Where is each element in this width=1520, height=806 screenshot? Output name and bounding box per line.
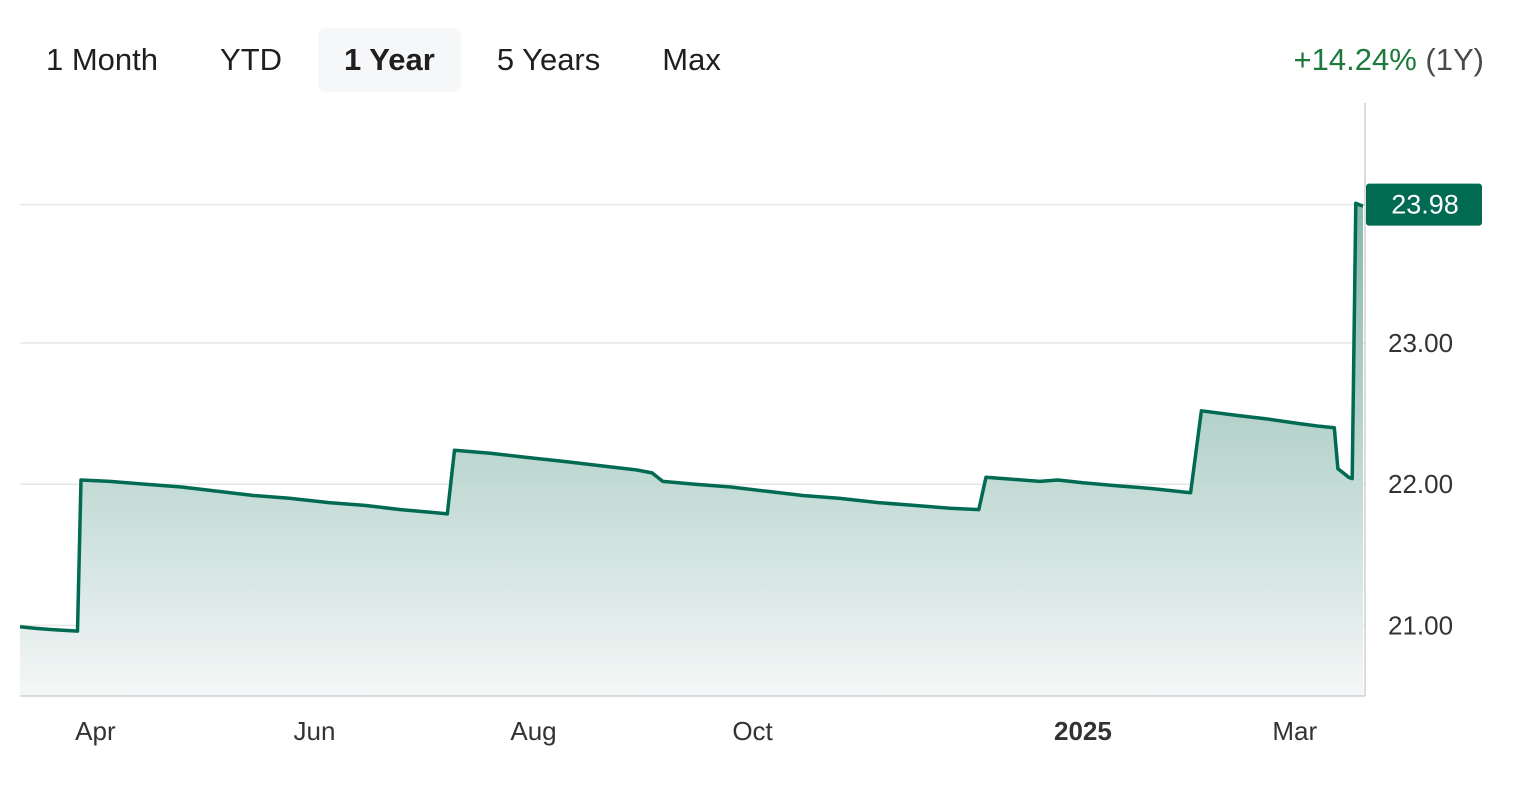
- performance-period: (1Y): [1425, 42, 1484, 77]
- x-tick-label: Apr: [75, 716, 116, 746]
- x-tick-label: Oct: [732, 716, 773, 746]
- last-price-badge: 23.98: [1366, 183, 1482, 226]
- last-price-label: 23.98: [1391, 190, 1459, 220]
- y-axis-ticks: 21.00 22.00 23.00: [1388, 328, 1453, 640]
- performance-summary: +14.24% (1Y): [1294, 28, 1484, 92]
- range-selector: 1 Month YTD 1 Year 5 Years Max: [20, 28, 757, 92]
- price-line: [19, 201, 1364, 633]
- x-axis-ticks: Apr Jun Aug Oct 2025 Mar: [75, 716, 1317, 746]
- tab-max[interactable]: Max: [662, 42, 721, 77]
- y-tick-label: 23.00: [1388, 328, 1453, 358]
- y-tick-label: 22.00: [1388, 469, 1453, 499]
- performance-change: +14.24%: [1293, 42, 1417, 77]
- x-tick-label: Aug: [510, 716, 556, 746]
- price-area: [20, 203, 1363, 696]
- x-tick-label: Mar: [1272, 716, 1317, 746]
- y-tick-label: 21.00: [1388, 610, 1453, 640]
- x-tick-label: Jun: [293, 716, 335, 746]
- tab-1-year[interactable]: 1 Year: [318, 28, 461, 92]
- tab-5-years[interactable]: 5 Years: [496, 42, 601, 77]
- tab-1-month[interactable]: 1 Month: [46, 42, 159, 77]
- tab-ytd[interactable]: YTD: [220, 42, 283, 77]
- x-tick-label: 2025: [1054, 716, 1112, 746]
